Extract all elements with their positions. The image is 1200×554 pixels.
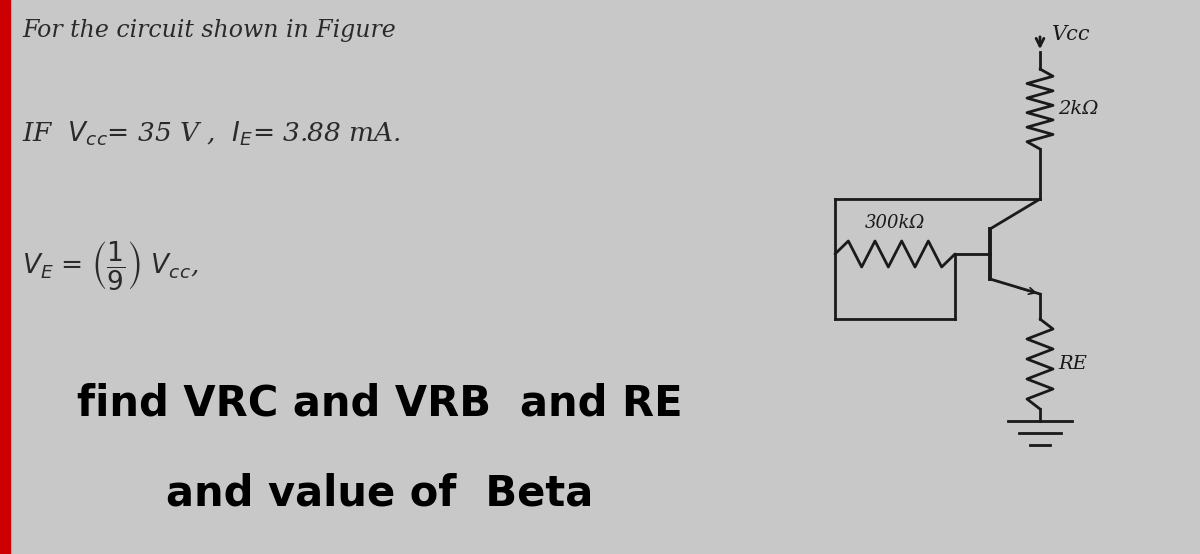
Text: Vcc: Vcc — [1052, 24, 1091, 44]
Text: RE: RE — [1058, 355, 1087, 373]
Text: find VRC and VRB  and RE: find VRC and VRB and RE — [77, 382, 683, 424]
Text: 2kΩ: 2kΩ — [1058, 100, 1098, 118]
Bar — [0, 0, 10, 554]
Text: and value of  Beta: and value of Beta — [167, 472, 594, 514]
Text: 300kΩ: 300kΩ — [865, 214, 925, 232]
Text: IF  $V_{cc}$= 35 V ,  $I_E$= 3.88 mA.: IF $V_{cc}$= 35 V , $I_E$= 3.88 mA. — [22, 119, 401, 147]
Text: For the circuit shown in Figure: For the circuit shown in Figure — [22, 19, 396, 42]
Text: $V_E$ = $\left(\dfrac{1}{9}\right)$ $V_{cc}$,: $V_E$ = $\left(\dfrac{1}{9}\right)$ $V_{… — [22, 239, 198, 292]
